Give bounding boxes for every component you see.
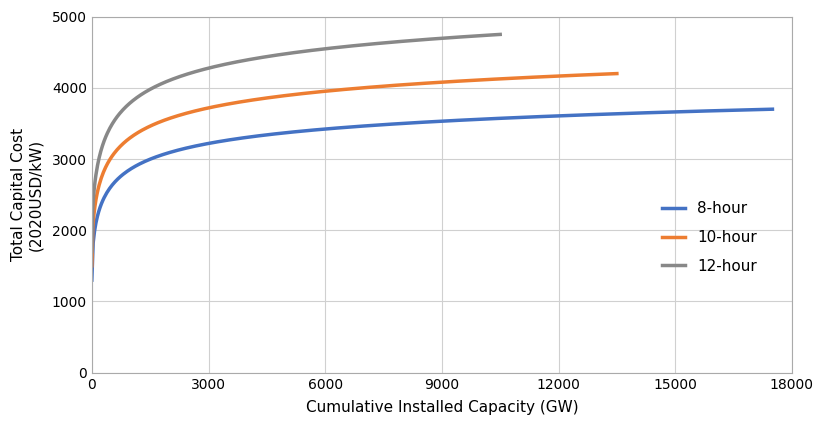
12-hour: [87, 249, 97, 254]
8-hour: [644, 110, 654, 115]
12-hour: [280, 51, 290, 56]
Line: 8-hour: 8-hour: [92, 109, 772, 280]
10-hour: [339, 87, 349, 92]
10-hour: [612, 71, 622, 76]
8-hour: [767, 106, 777, 112]
Y-axis label: Total Capital Cost
(2020USD/kW): Total Capital Cost (2020USD/kW): [11, 128, 44, 261]
12-hour: [495, 32, 505, 37]
10-hour: [399, 82, 409, 87]
8-hour: [414, 120, 424, 125]
12-hour: [422, 37, 431, 42]
10-hour: [599, 72, 609, 77]
8-hour: [87, 278, 97, 283]
10-hour: [337, 87, 346, 92]
12-hour: [308, 48, 318, 53]
10-hour: [517, 75, 527, 80]
Line: 10-hour: 10-hour: [92, 74, 617, 266]
12-hour: [485, 32, 495, 37]
8-hour: [410, 120, 420, 125]
8-hour: [492, 116, 502, 121]
X-axis label: Cumulative Installed Capacity (GW): Cumulative Installed Capacity (GW): [305, 400, 578, 415]
8-hour: [751, 107, 761, 112]
8-hour: [455, 118, 465, 123]
12-hour: [283, 51, 293, 56]
Legend: 8-hour, 10-hour, 12-hour: 8-hour, 10-hour, 12-hour: [656, 195, 763, 280]
10-hour: [371, 84, 381, 89]
Line: 12-hour: 12-hour: [92, 35, 500, 252]
12-hour: [330, 45, 340, 50]
10-hour: [87, 263, 97, 268]
